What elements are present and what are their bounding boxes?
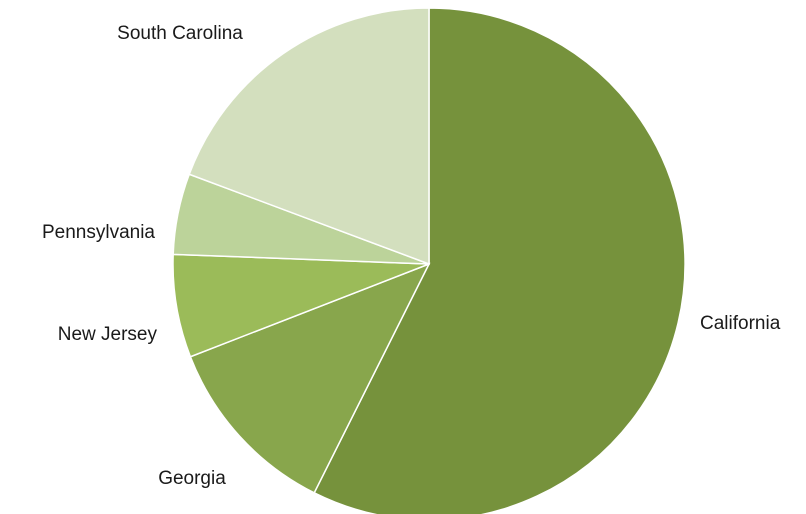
slice-label-california: California [700,313,781,334]
pie-slices [172,7,686,514]
slice-label-georgia: Georgia [158,468,226,489]
pie-labels: California Georgia New Jersey Pennsylvania S… [42,23,781,489]
slice-label-south-carolina: South Carolina [117,23,243,44]
pie-slice-california [313,7,686,514]
pie-slice-georgia [189,262,431,494]
slice-label-pennsylvania: Pennsylvania [42,222,155,243]
pie-slice-south-carolina [188,7,430,266]
slice-label-new-jersey: New Jersey [58,324,158,345]
